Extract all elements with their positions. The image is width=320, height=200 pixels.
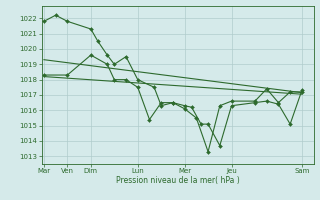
X-axis label: Pression niveau de la mer( hPa ): Pression niveau de la mer( hPa ) <box>116 176 239 185</box>
